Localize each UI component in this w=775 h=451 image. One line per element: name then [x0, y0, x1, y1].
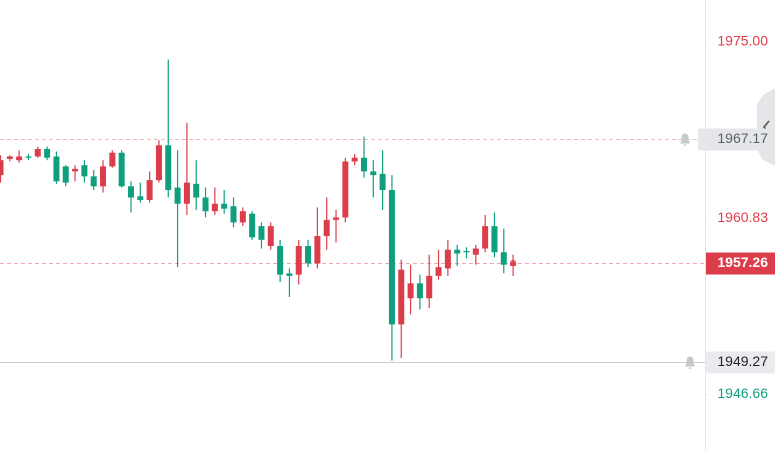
candle-body	[258, 226, 265, 240]
candle-body	[500, 252, 507, 265]
candle-body	[62, 166, 69, 183]
candle-body	[277, 246, 284, 275]
candle-body	[323, 219, 330, 237]
candle-body	[388, 190, 395, 325]
current-price-bg	[706, 252, 775, 275]
candle-body	[426, 275, 433, 299]
candle-body	[416, 283, 423, 299]
y-tick-label: 1975.00	[717, 33, 768, 49]
candle-body	[221, 203, 228, 209]
candle-body	[127, 186, 134, 198]
candle-body	[267, 226, 274, 247]
candle-body	[183, 182, 190, 204]
candle-body	[333, 217, 340, 220]
candle-body	[360, 157, 367, 172]
candle-body	[90, 176, 97, 187]
candle-body	[72, 168, 79, 172]
alert-label: 1967.17	[717, 130, 768, 146]
candle-body	[6, 156, 13, 159]
candle-body	[435, 267, 442, 276]
candle-body	[146, 180, 153, 201]
collapse-tab[interactable]	[757, 88, 775, 166]
bell-icon	[680, 133, 690, 146]
candle-body	[482, 226, 489, 249]
alert-label-bg	[706, 351, 775, 374]
current-price-label: 1957.26	[717, 254, 768, 270]
candle-body	[44, 149, 51, 158]
candle-body	[295, 246, 302, 275]
candle-body	[407, 283, 414, 299]
candle-body	[249, 213, 256, 238]
candle-body	[53, 156, 60, 182]
collapse-tab-bg[interactable]	[757, 88, 775, 166]
candle-body	[342, 161, 349, 218]
candle-body	[379, 173, 386, 191]
candle-body	[286, 273, 293, 276]
candle-body	[398, 269, 405, 325]
candle-body	[454, 249, 461, 254]
last-price-dot	[510, 259, 517, 266]
candle-body	[0, 160, 4, 176]
candle-body	[109, 152, 116, 167]
candle-body	[34, 149, 41, 157]
candle-body	[155, 145, 162, 181]
candle-body	[25, 156, 32, 158]
candle-body	[472, 248, 479, 255]
y-tick-label: 1946.66	[717, 385, 768, 401]
candle-body	[16, 156, 23, 161]
candle-body	[211, 203, 218, 212]
alert-label-bg	[698, 128, 775, 151]
candle-body	[351, 157, 358, 162]
bell-icon	[685, 356, 695, 369]
candle-body	[193, 183, 200, 198]
candle-body	[444, 249, 451, 269]
candle-body	[314, 236, 321, 264]
candle-body	[137, 196, 144, 201]
y-tick-label: 1960.83	[717, 209, 768, 225]
candle-body	[491, 226, 498, 253]
candle-body	[118, 152, 125, 187]
candle-body	[230, 206, 237, 223]
candle-body	[239, 211, 246, 223]
candle-body	[202, 197, 209, 212]
candle-body	[165, 145, 172, 191]
candle-body	[81, 165, 88, 177]
candle-body	[174, 187, 181, 204]
candle-body	[370, 171, 377, 176]
alert-label: 1949.27	[717, 353, 768, 369]
candle-body	[100, 166, 107, 187]
candle-body	[305, 246, 312, 264]
candle-body	[463, 250, 470, 253]
